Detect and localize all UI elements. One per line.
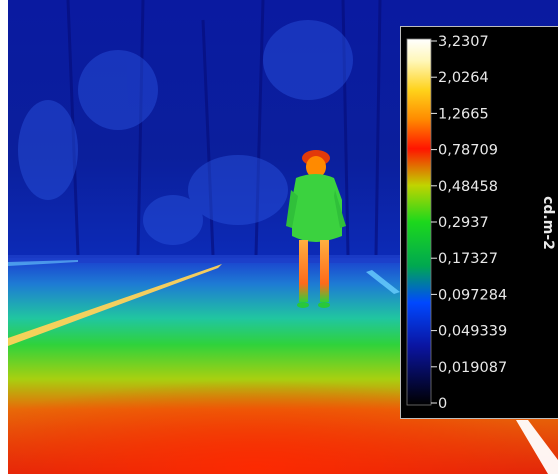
left-lane-marking: [8, 264, 222, 346]
colorbar-gradient: [406, 38, 432, 406]
colorbar-tick-label: 0,2937: [438, 215, 489, 231]
colorbar-tick-label: 0,019087: [438, 360, 507, 376]
colorbar-tick-label: 0,097284: [438, 287, 507, 303]
colorbar-tick-label: 0,48458: [438, 179, 498, 195]
right-lane-marking: [366, 270, 400, 294]
colorbar-tick-label: 0,78709: [438, 143, 498, 159]
right-lane-marking-near: [516, 420, 558, 474]
colorbar-tick-label: 3,2307: [438, 34, 489, 50]
tree-trunks: [66, 0, 382, 256]
person-figure: [286, 150, 346, 308]
colorbar-unit-label: cd.m-2: [540, 196, 556, 250]
left-edge-line: [8, 260, 78, 266]
colorbar-tick-label: 0: [438, 396, 447, 412]
colorbar-tick-label: 0,049339: [438, 324, 507, 340]
luminance-colorbar: 3,2307 2,0264 1,2665 0,78709 0,48458 0,2937 0,…: [400, 26, 558, 419]
colorbar-tick-label: 2,0264: [438, 70, 489, 86]
colorbar-tick-label: 0,17327: [438, 251, 498, 267]
foliage: [18, 20, 353, 245]
horizon-band: [8, 255, 558, 263]
colorbar-tick-label: 1,2665: [438, 106, 489, 122]
luminance-image: 3,2307 2,0264 1,2665 0,78709 0,48458 0,2937 0,…: [8, 0, 558, 474]
